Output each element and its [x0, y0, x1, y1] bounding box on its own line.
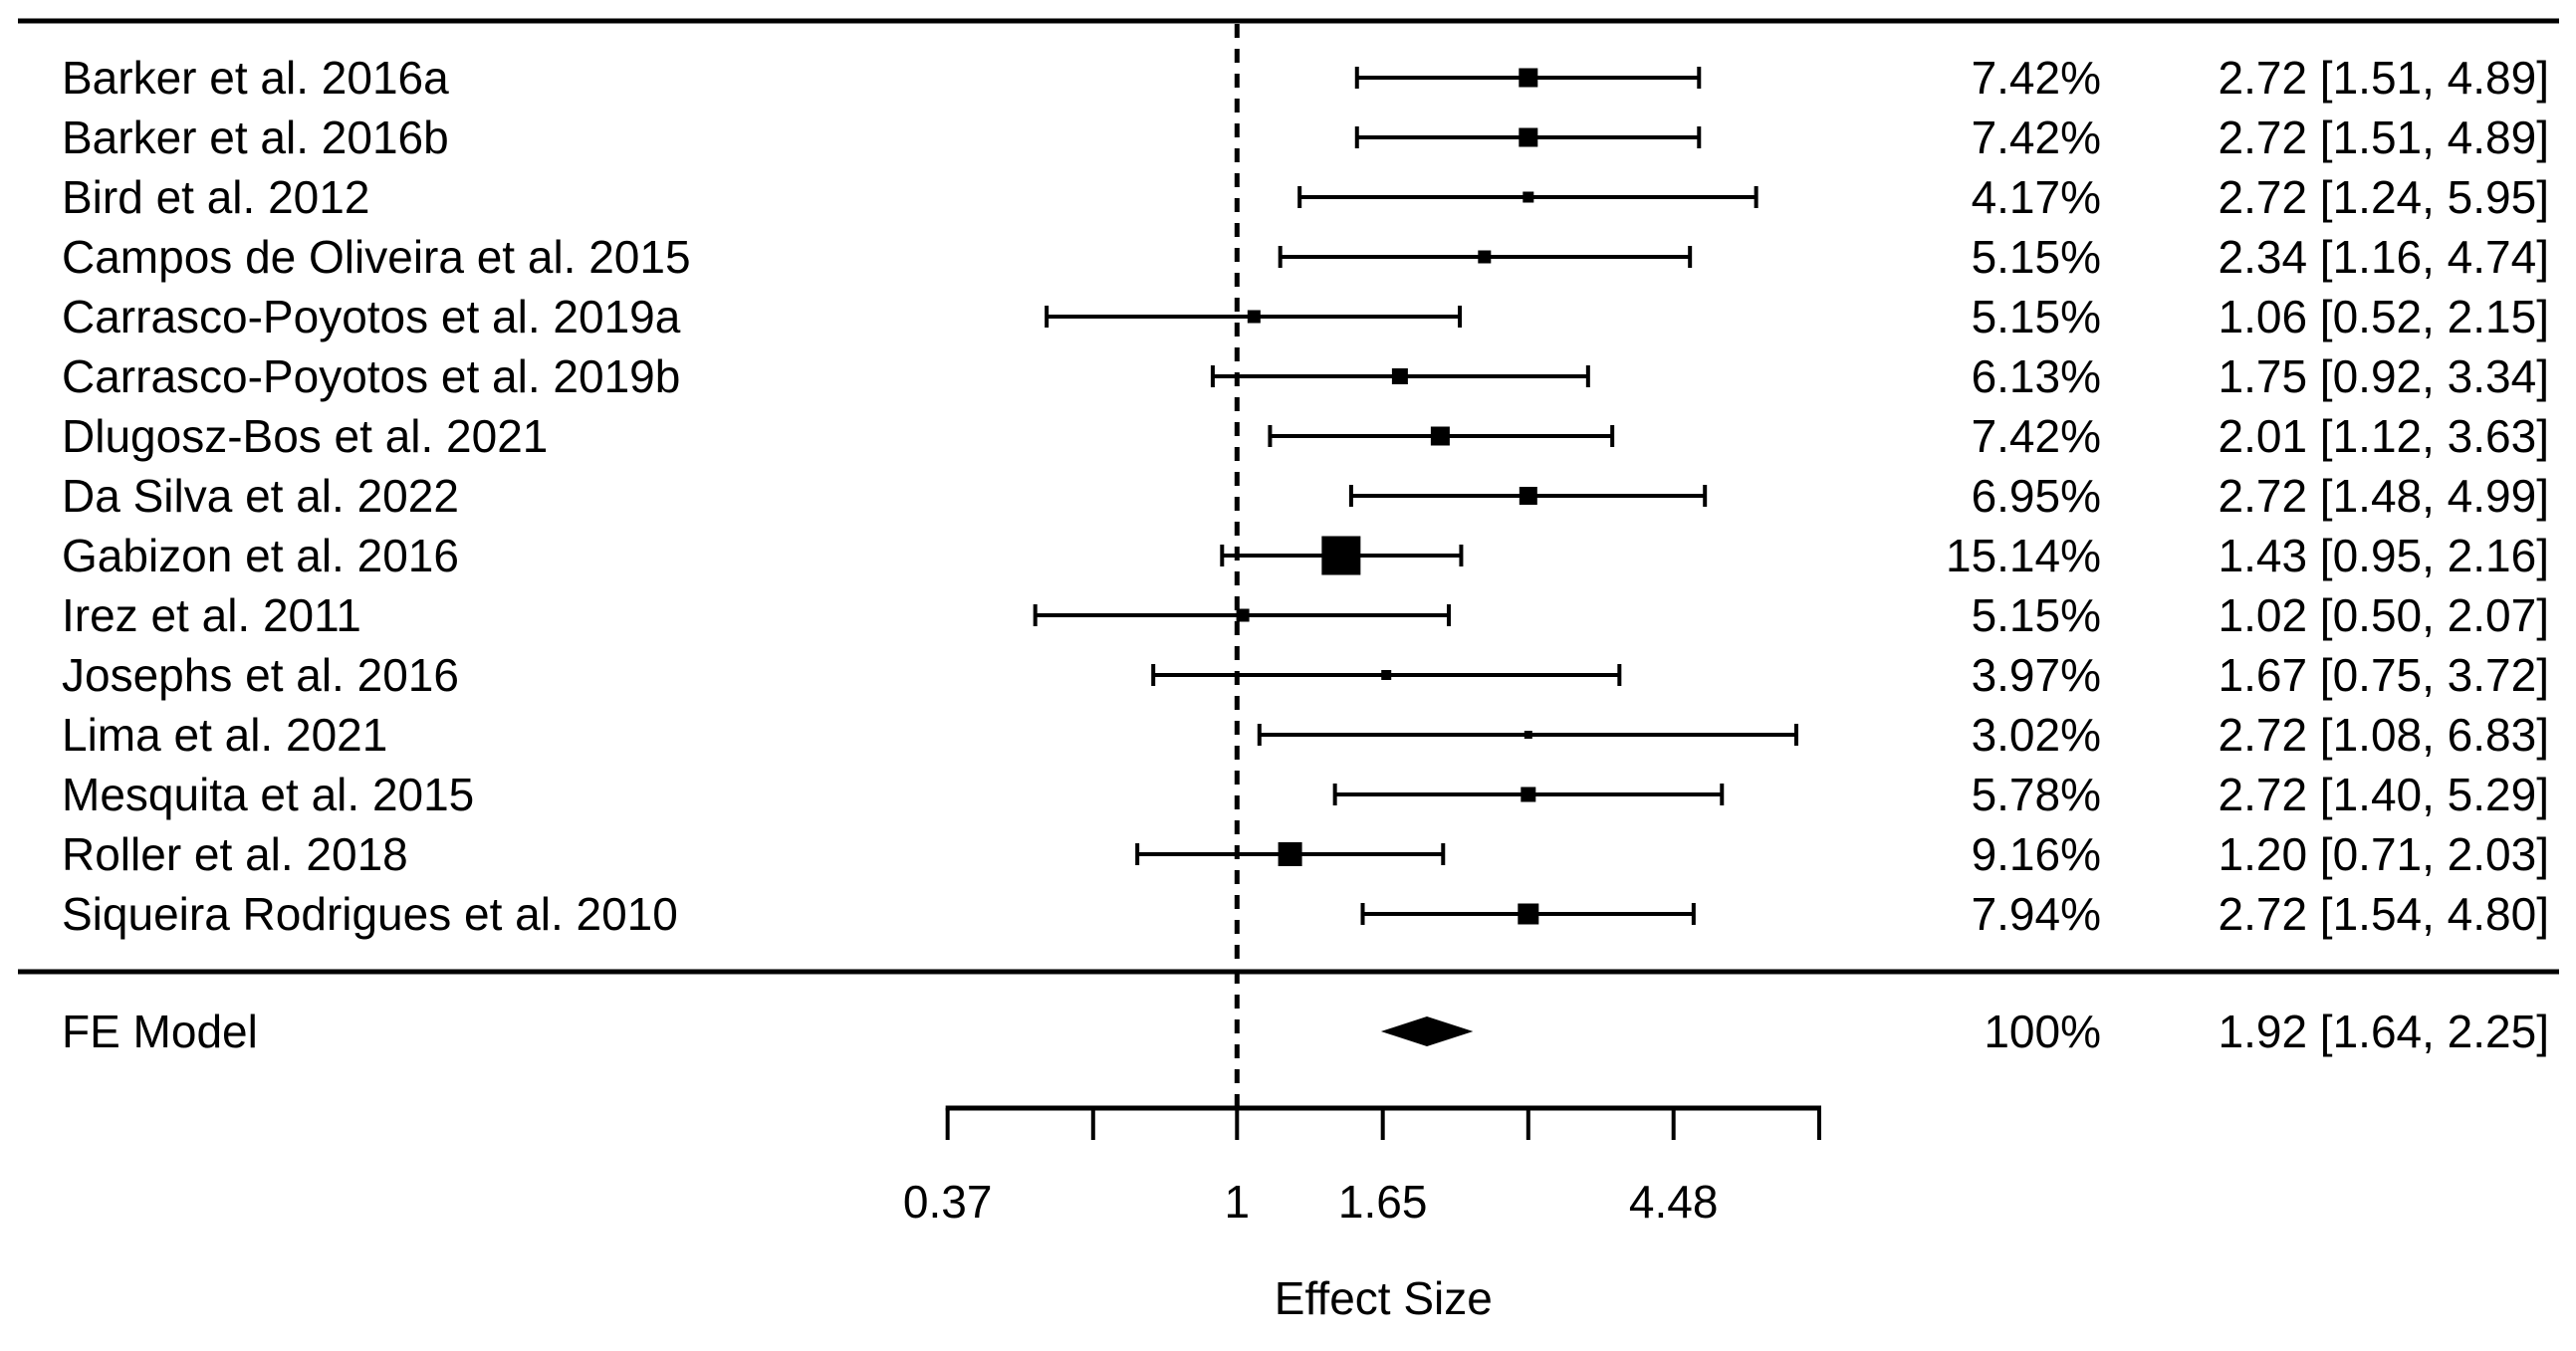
estimate-square: [1519, 487, 1537, 505]
estimate-square: [1247, 310, 1261, 324]
study-estimate-ci: 1.20 [0.71, 2.03]: [2219, 828, 2550, 880]
estimate-square: [1278, 842, 1302, 866]
x-axis-tick-label: 0.37: [903, 1176, 993, 1228]
x-axis-tick-label: 4.48: [1629, 1176, 1719, 1228]
study-estimate-ci: 2.01 [1.12, 3.63]: [2219, 410, 2550, 462]
estimate-square: [1381, 670, 1392, 680]
study-weight: 7.42%: [1972, 52, 2101, 104]
study-estimate-ci: 2.72 [1.51, 4.89]: [2219, 112, 2550, 163]
estimate-square: [1523, 731, 1532, 739]
study-estimate-ci: 2.72 [1.24, 5.95]: [2219, 171, 2550, 223]
study-label: Irez et al. 2011: [62, 589, 361, 641]
study-weight: 6.13%: [1972, 350, 2101, 402]
study-weight: 9.16%: [1972, 828, 2101, 880]
study-label: Gabizon et al. 2016: [62, 530, 459, 581]
study-label: Carrasco-Poyotos et al. 2019b: [62, 350, 680, 402]
study-estimate-ci: 1.67 [0.75, 3.72]: [2219, 649, 2550, 701]
study-label: Barker et al. 2016b: [62, 112, 449, 163]
study-weight: 5.15%: [1972, 231, 2101, 283]
estimate-square: [1518, 903, 1539, 925]
study-weight: 5.15%: [1972, 291, 2101, 342]
study-label: Dlugosz-Bos et al. 2021: [62, 410, 548, 462]
summary-weight: 100%: [1984, 1006, 2101, 1057]
study-weight: 5.15%: [1972, 589, 2101, 641]
study-estimate-ci: 2.72 [1.40, 5.29]: [2219, 769, 2550, 820]
study-label: Lima et al. 2021: [62, 709, 387, 761]
study-label: Siqueira Rodrigues et al. 2010: [62, 888, 678, 940]
x-axis-tick-label: 1: [1225, 1176, 1251, 1228]
study-estimate-ci: 2.72 [1.08, 6.83]: [2219, 709, 2550, 761]
summary-estimate-ci: 1.92 [1.64, 2.25]: [2219, 1006, 2550, 1057]
study-estimate-ci: 2.72 [1.48, 4.99]: [2219, 470, 2550, 522]
study-weight: 3.97%: [1972, 649, 2101, 701]
study-label: Bird et al. 2012: [62, 171, 369, 223]
study-weight: 7.42%: [1972, 410, 2101, 462]
estimate-square: [1522, 191, 1534, 203]
x-axis-tick-label: 1.65: [1338, 1176, 1428, 1228]
study-estimate-ci: 1.06 [0.52, 2.15]: [2219, 291, 2550, 342]
estimate-square: [1519, 68, 1538, 88]
study-estimate-ci: 1.75 [0.92, 3.34]: [2219, 350, 2550, 402]
study-weight: 15.14%: [1946, 530, 2101, 581]
estimate-square: [1430, 426, 1450, 446]
estimate-square: [1321, 536, 1361, 575]
study-label: Da Silva et al. 2022: [62, 470, 459, 522]
study-weight: 7.42%: [1972, 112, 2101, 163]
study-label: Josephs et al. 2016: [62, 649, 459, 701]
summary-label: FE Model: [62, 1006, 258, 1057]
study-estimate-ci: 2.72 [1.54, 4.80]: [2219, 888, 2550, 940]
estimate-square: [1521, 787, 1536, 802]
study-weight: 6.95%: [1972, 470, 2101, 522]
study-label: Mesquita et al. 2015: [62, 769, 474, 820]
estimate-square: [1478, 250, 1492, 264]
study-weight: 4.17%: [1972, 171, 2101, 223]
estimate-square: [1391, 368, 1408, 384]
study-estimate-ci: 1.02 [0.50, 2.07]: [2219, 589, 2550, 641]
study-label: Barker et al. 2016a: [62, 52, 449, 104]
x-axis-title: Effect Size: [1275, 1272, 1493, 1324]
study-estimate-ci: 2.34 [1.16, 4.74]: [2219, 231, 2550, 283]
study-label: Roller et al. 2018: [62, 828, 408, 880]
estimate-square: [1519, 127, 1538, 147]
summary-diamond: [1380, 1016, 1474, 1046]
study-label: Carrasco-Poyotos et al. 2019a: [62, 291, 681, 342]
estimate-square: [1236, 608, 1250, 622]
study-weight: 5.78%: [1972, 769, 2101, 820]
study-weight: 3.02%: [1972, 709, 2101, 761]
study-label: Campos de Oliveira et al. 2015: [62, 231, 691, 283]
study-estimate-ci: 2.72 [1.51, 4.89]: [2219, 52, 2550, 104]
study-weight: 7.94%: [1972, 888, 2101, 940]
study-estimate-ci: 1.43 [0.95, 2.16]: [2219, 530, 2550, 581]
